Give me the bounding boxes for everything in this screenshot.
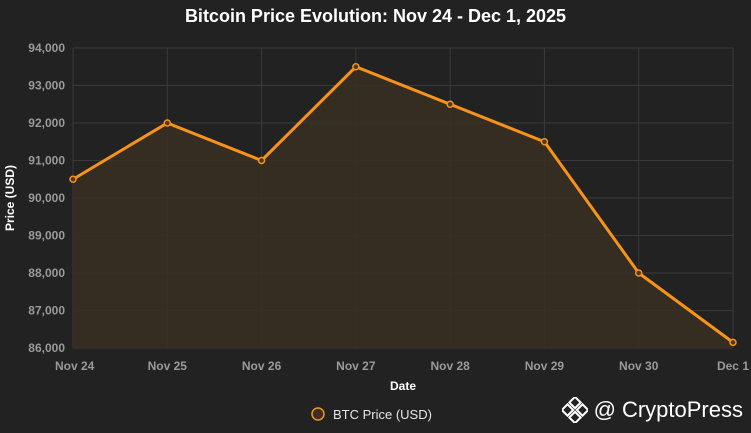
watermark-text: CryptoPress (621, 397, 743, 422)
x-tick-label: Dec 1 (717, 359, 749, 373)
x-tick-label: Nov 26 (242, 359, 282, 373)
y-tick-label: 92,000 (28, 116, 65, 130)
data-point[interactable] (257, 156, 266, 165)
legend[interactable]: BTC Price (USD) (311, 407, 432, 422)
y-tick-label: 86,000 (28, 341, 65, 355)
y-tick-label: 89,000 (28, 229, 65, 243)
data-point[interactable] (540, 138, 549, 146)
y-tick-label: 87,000 (28, 304, 65, 318)
data-point[interactable] (69, 175, 77, 183)
y-axis-ticks: 86,000 87,000 88,000 89,000 90,000 91,000 92,0… (28, 41, 65, 355)
x-tick-label: Nov 27 (336, 359, 376, 373)
x-axis-ticks: Nov 24 Nov 25 Nov 26 Nov 27 Nov 28 Nov 29 Nov … (55, 359, 749, 373)
y-tick-label: 93,000 (28, 79, 65, 93)
x-tick-label: Nov 24 (55, 359, 95, 373)
chart-title: Bitcoin Price Evolution: Nov 24 - Dec 1,… (185, 6, 566, 26)
binance-diamond-icon (561, 397, 588, 423)
x-tick-label: Nov 30 (619, 359, 659, 373)
series-area (73, 66, 733, 348)
x-tick-label: Nov 25 (148, 359, 188, 373)
y-tick-label: 90,000 (28, 191, 65, 205)
data-point[interactable] (446, 100, 454, 108)
x-tick-label: Nov 28 (430, 359, 470, 373)
legend-label: BTC Price (USD) (333, 407, 432, 422)
data-point[interactable] (352, 63, 360, 71)
y-axis-label: Price (USD) (3, 165, 17, 231)
series-points (69, 63, 737, 347)
y-tick-label: 88,000 (28, 266, 65, 280)
x-tick-label: Nov 29 (525, 359, 565, 373)
watermark-at: @ (593, 397, 616, 422)
legend-marker (311, 407, 325, 421)
y-tick-label: 91,000 (28, 154, 65, 168)
x-axis-label: Date (390, 379, 416, 393)
y-tick-label: 94,000 (28, 41, 65, 55)
series-line (71, 65, 735, 344)
data-point[interactable] (729, 338, 737, 347)
data-point[interactable] (634, 269, 643, 277)
watermark: @ CryptoPress (561, 397, 743, 423)
data-point[interactable] (163, 119, 172, 127)
